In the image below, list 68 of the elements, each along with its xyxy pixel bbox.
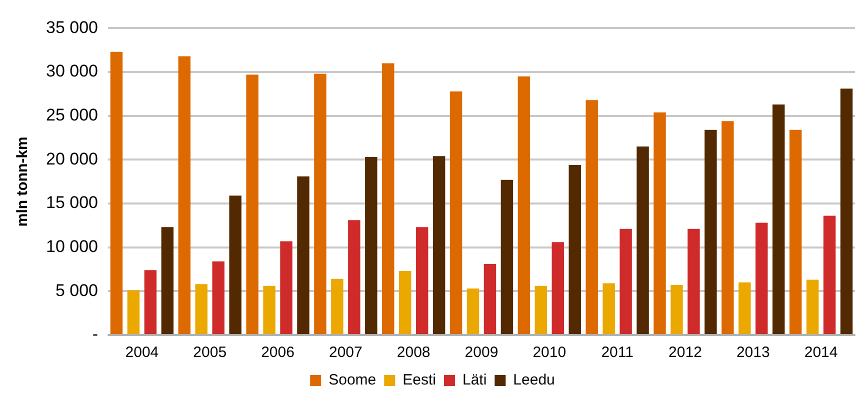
bar [398,271,412,334]
x-tick-label: 2009 [464,344,498,362]
y-tick-label: 15 000 [46,193,98,212]
y-tick-label: - [92,324,98,344]
x-tick-label: 2012 [668,344,702,362]
bar [365,157,378,334]
bar [246,74,258,334]
bar [314,74,326,334]
bar [756,222,768,334]
x-tick-label: 2004 [125,344,159,362]
bar [568,164,581,334]
bar [654,112,666,334]
bar [178,56,191,334]
y-tick-label: 35 000 [46,18,98,37]
y-tick-label: 30 000 [46,62,98,81]
bar [450,91,462,334]
bar [382,63,394,334]
bar [348,220,360,334]
bar [280,241,292,334]
bar [586,100,598,334]
bar [534,286,548,334]
x-tick-label: 2005 [193,344,227,362]
bar [688,228,700,334]
bar [789,130,802,334]
bar [110,52,123,334]
bar [195,284,208,334]
bar [552,242,564,334]
x-tick-label: 2006 [261,344,294,362]
y-axis-title: mln tonn-km [14,136,32,227]
x-tick-label: 2013 [736,344,770,362]
bar [602,283,615,334]
x-tick-label: 2007 [328,344,362,362]
legend-label: Eesti [402,372,436,389]
x-tick-label: 2014 [804,344,838,362]
bar [823,216,836,334]
bar [144,270,157,334]
x-tick-label: 2011 [601,344,634,362]
bar [466,288,480,334]
bar [229,196,242,334]
bar [772,104,785,334]
bar [806,280,819,334]
y-tick-label: 5 000 [55,280,98,300]
legend-label: Leedu [513,372,555,389]
x-tick-label: 2010 [532,344,566,362]
y-tick-label: 25 000 [46,106,98,125]
bar [331,278,344,334]
x-tick-label: 2008 [396,344,430,362]
y-tick-label: 10 000 [46,237,98,256]
legend-label: Soome [328,372,376,389]
bar [704,130,717,334]
y-tick-label: 20 000 [46,149,98,168]
bar [432,156,446,334]
bar [518,76,530,334]
bar [416,227,428,334]
bar [127,290,140,334]
bar [738,282,751,334]
bar [500,180,514,334]
bar [484,264,496,334]
bar [722,121,734,334]
bar [670,285,683,334]
bar [620,228,632,334]
bar [263,286,276,334]
bar [212,261,224,334]
bar [161,227,174,334]
bar [297,176,310,334]
legend-label: Läti [462,372,487,389]
bar [636,146,649,334]
bar [840,88,853,334]
